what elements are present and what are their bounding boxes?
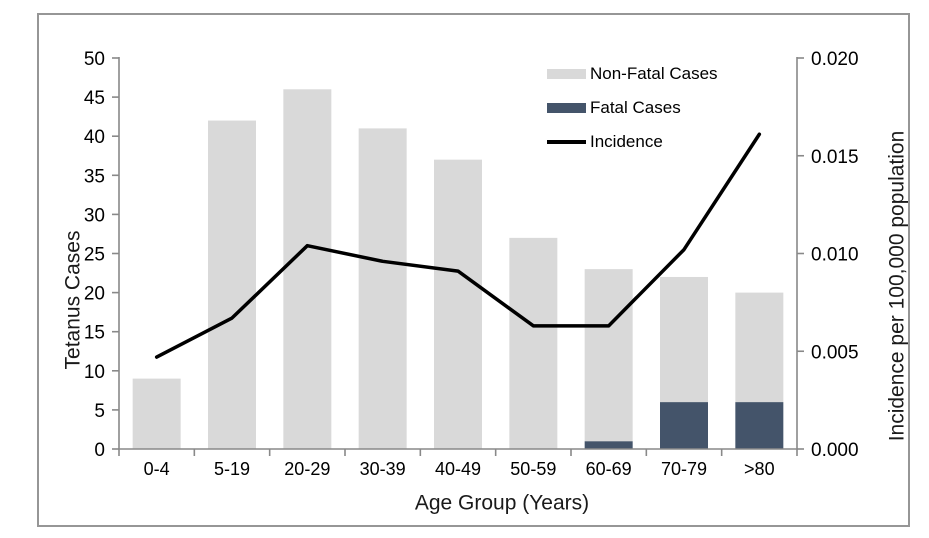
right-axis-title: Incidence per 100,000 population	[885, 130, 909, 442]
legend-label-incidence: Incidence	[590, 132, 663, 151]
right-tick-label: 0.010	[811, 245, 859, 266]
bar-fatal	[660, 402, 708, 449]
bar-nonfatal	[132, 378, 181, 449]
x-tick-label: 60-69	[586, 459, 632, 479]
bar-nonfatal	[358, 128, 407, 449]
legend: Non-Fatal Cases Fatal Cases Incidence	[547, 57, 718, 159]
legend-item-nonfatal: Non-Fatal Cases	[547, 57, 718, 91]
left-tick-label: 15	[84, 323, 105, 344]
legend-item-fatal: Fatal Cases	[547, 91, 718, 125]
left-tick-label: 5	[94, 401, 105, 422]
legend-label-fatal: Fatal Cases	[590, 98, 681, 117]
left-tick-label: 25	[84, 245, 105, 266]
x-tick-label: 0-4	[144, 459, 170, 479]
fatal-cases-swatch-icon	[547, 103, 586, 113]
x-tick-label: 50-59	[510, 459, 556, 479]
x-tick-label: 70-79	[661, 459, 707, 479]
bar-nonfatal	[584, 269, 633, 442]
right-tick-label: 0.020	[811, 49, 859, 70]
tick-labels-group: 0 5 10 15 20 25 30 35 40 45 50 0.000 0.005 0.010 0.015…	[84, 49, 859, 479]
x-tick-label: 40-49	[435, 459, 481, 479]
left-tick-label: 30	[84, 205, 105, 226]
bar-nonfatal	[283, 89, 332, 449]
right-tick-label: 0.000	[811, 440, 859, 461]
left-tick-label: 20	[84, 284, 105, 305]
bar-nonfatal	[509, 237, 558, 449]
x-tick-label: 30-39	[360, 459, 406, 479]
legend-item-incidence: Incidence	[547, 125, 718, 159]
x-tick-label: 20-29	[284, 459, 330, 479]
bar-nonfatal	[208, 120, 256, 449]
left-tick-label: 10	[84, 362, 105, 383]
right-tick-label: 0.005	[811, 342, 859, 363]
x-axis-title: Age Group (Years)	[414, 491, 590, 515]
left-tick-label: 50	[84, 49, 105, 70]
right-tick-label: 0.015	[811, 147, 859, 168]
bar-fatal	[735, 402, 784, 449]
left-tick-label: 35	[84, 166, 105, 187]
x-tick-label: >80	[744, 459, 775, 479]
incidence-line	[154, 132, 762, 359]
incidence-line-swatch-icon	[547, 140, 586, 144]
legend-label-nonfatal: Non-Fatal Cases	[590, 64, 718, 83]
left-axis-title: Tetanus Cases	[61, 230, 85, 370]
bar-nonfatal	[434, 159, 482, 449]
nonfatal-cases-swatch-icon	[547, 69, 586, 79]
left-tick-label: 0	[94, 440, 105, 461]
bars-group	[132, 89, 784, 449]
left-tick-label: 40	[84, 127, 105, 148]
bar-nonfatal	[660, 276, 708, 403]
left-tick-label: 45	[84, 88, 105, 109]
bar-nonfatal	[735, 292, 784, 403]
x-tick-label: 5-19	[214, 459, 250, 479]
bar-fatal	[584, 441, 633, 449]
axes-group	[112, 57, 804, 456]
